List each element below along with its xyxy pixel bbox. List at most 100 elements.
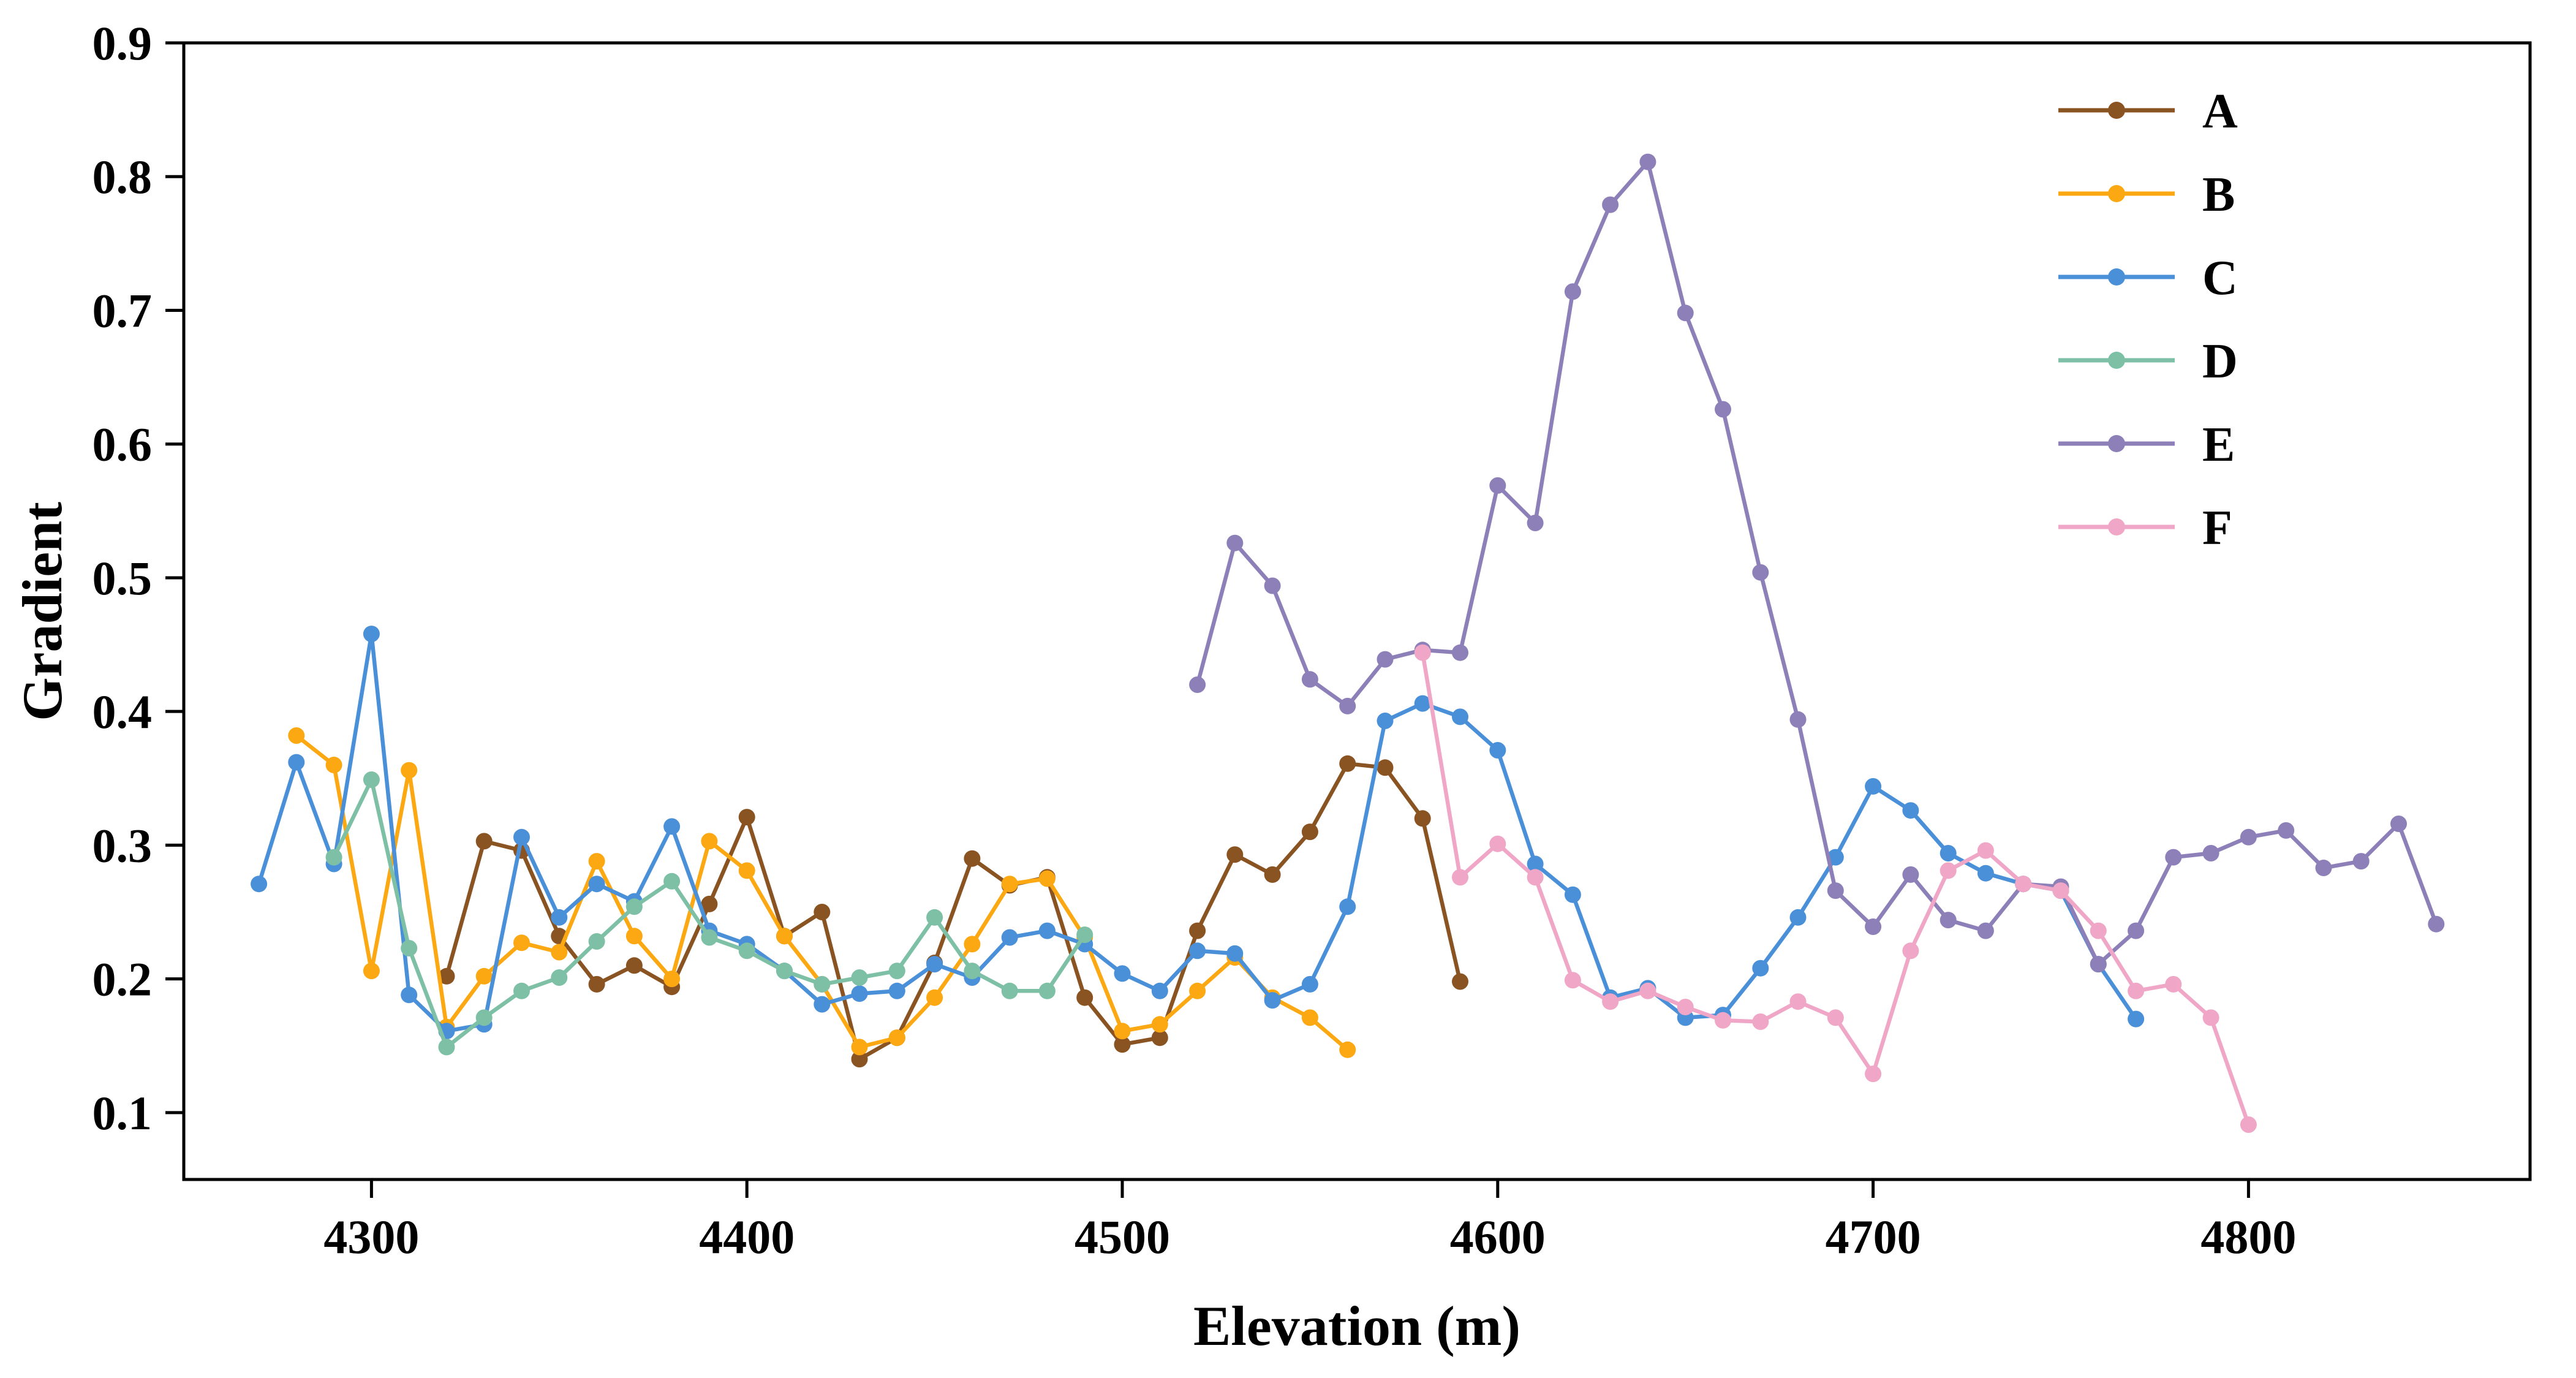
series-B-marker (551, 944, 568, 961)
series-F-marker (1977, 842, 1994, 859)
series-C-marker (1489, 742, 1506, 759)
x-tick-label: 4500 (1075, 1210, 1170, 1263)
series-E-marker (1865, 918, 1882, 935)
series-E-marker (1264, 577, 1281, 594)
legend-label: D (2202, 335, 2238, 388)
series-D-marker (588, 933, 605, 950)
series-C-marker (888, 982, 905, 999)
legend-item-F: F (2058, 501, 2232, 555)
series-C-marker (1226, 945, 1244, 962)
series-F-marker (1602, 993, 1619, 1010)
series-A-marker (701, 895, 718, 912)
series-E-marker (1377, 651, 1394, 668)
series-B-marker (1114, 1023, 1131, 1040)
series-C-marker (814, 996, 831, 1013)
series-F-marker (1789, 993, 1807, 1010)
legend-marker (2108, 268, 2125, 286)
x-tick-label: 4600 (1450, 1210, 1546, 1263)
series-E-marker (1452, 644, 1468, 661)
series-E-marker (2090, 956, 2107, 973)
series-E-marker (1301, 671, 1318, 688)
series-F-marker (2128, 982, 2145, 999)
legend-label: A (2202, 85, 2238, 138)
series-A-marker (1339, 755, 1356, 772)
series-F-marker (1639, 982, 1656, 999)
series-D-marker (401, 940, 418, 956)
series-B-marker (701, 833, 718, 850)
legend-label: E (2202, 418, 2235, 472)
series-A-marker (851, 1051, 868, 1068)
series-E-marker (1752, 564, 1769, 581)
series-E-marker (1564, 283, 1581, 300)
series-B-marker (475, 967, 493, 985)
series-E (1189, 153, 2445, 973)
series-E-marker (1602, 196, 1619, 213)
series-C-marker (1940, 845, 1957, 861)
series-E-marker (1639, 153, 1656, 170)
series-E-marker (1715, 401, 1731, 418)
series-C-marker (1377, 713, 1394, 729)
y-axis-title: Gradient (11, 502, 74, 721)
series-D (325, 771, 1093, 1056)
y-tick-label: 0.1 (93, 1086, 153, 1140)
series-E-marker (2165, 849, 2182, 866)
series-A-marker (438, 967, 455, 985)
series-D-marker (926, 909, 943, 926)
series-E-marker (2202, 845, 2219, 861)
legend-item-D: D (2058, 335, 2238, 388)
series-D-marker (888, 963, 905, 980)
legend-marker (2108, 518, 2125, 536)
series-C-marker (1001, 929, 1018, 946)
series-C-marker (926, 956, 943, 973)
series-D-marker (738, 942, 755, 960)
series-D-marker (438, 1039, 455, 1056)
legend-marker (2108, 352, 2125, 369)
legend-marker (2108, 185, 2125, 202)
series-F-marker (2202, 1009, 2219, 1026)
series-A-marker (1414, 810, 1431, 827)
legend-label: C (2202, 251, 2238, 305)
series-E-marker (2315, 860, 2332, 876)
series-B-marker (926, 989, 943, 1006)
series-C-marker (1151, 982, 1168, 999)
legend-label: F (2202, 501, 2232, 555)
series-F-marker (1677, 999, 1694, 1015)
series-C-marker (2128, 1010, 2145, 1028)
series-D-marker (776, 963, 793, 980)
series-D-marker (1001, 982, 1018, 999)
series-C-marker (1264, 992, 1281, 1009)
series-E-marker (2428, 915, 2445, 933)
legend-marker (2108, 102, 2125, 119)
series-F-marker (2165, 975, 2182, 993)
series-E-marker (2278, 822, 2295, 839)
series-C-marker (1189, 942, 1206, 960)
series-B-marker (401, 762, 418, 779)
series-E-marker (1940, 912, 1957, 929)
series-C-marker (1865, 778, 1882, 795)
series-F-marker (1715, 1012, 1731, 1029)
series-D-marker (814, 975, 831, 993)
series-C-marker (1827, 849, 1844, 866)
series-E-marker (1902, 866, 1919, 883)
series-A-line (444, 762, 1462, 1061)
series-B-marker (1038, 870, 1056, 887)
series-F-marker (1414, 644, 1431, 661)
series-B-marker (1339, 1041, 1356, 1058)
series-A-marker (625, 957, 643, 974)
series-B-marker (1189, 982, 1206, 999)
series-A-marker (1264, 866, 1281, 883)
series-D-marker (513, 982, 530, 999)
series-F-marker (1452, 869, 1468, 886)
series-B-marker (363, 963, 380, 980)
y-tick-label: 0.3 (93, 819, 153, 872)
series-B-marker (288, 727, 305, 744)
series-C-marker (1339, 898, 1356, 915)
x-tick-label: 4400 (699, 1210, 795, 1263)
series-A-marker (1189, 922, 1206, 939)
series-E-marker (2390, 816, 2407, 832)
series-F-marker (1865, 1066, 1882, 1083)
series-B-marker (964, 936, 981, 953)
legend-item-E: E (2058, 418, 2235, 472)
